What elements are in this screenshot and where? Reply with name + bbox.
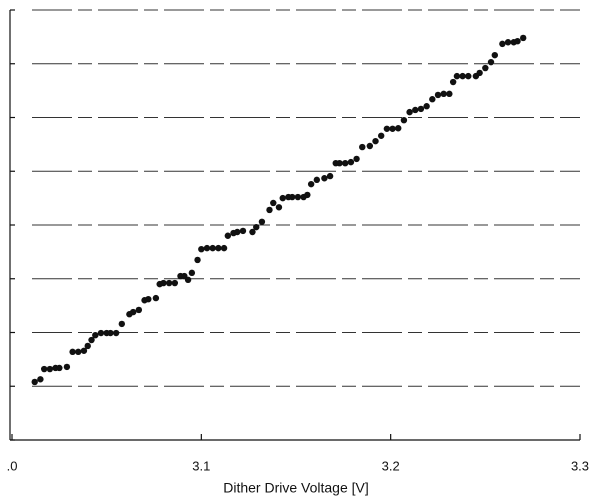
point — [40, 365, 48, 373]
point — [80, 347, 88, 354]
point — [434, 91, 442, 99]
point — [275, 204, 283, 211]
point — [118, 320, 126, 328]
x-tick-label: 3.2 — [382, 458, 400, 473]
point — [459, 72, 466, 80]
point — [307, 180, 315, 188]
point — [347, 158, 355, 166]
point — [514, 37, 521, 45]
point — [504, 39, 512, 46]
point — [453, 72, 461, 80]
point — [491, 51, 498, 59]
point — [75, 348, 82, 356]
point — [440, 90, 447, 98]
point — [165, 279, 173, 287]
point — [258, 218, 266, 225]
point — [406, 108, 413, 116]
point — [279, 194, 286, 202]
point — [135, 306, 143, 314]
point — [198, 245, 205, 253]
point — [400, 116, 408, 124]
point — [171, 279, 179, 287]
point — [249, 228, 256, 236]
point — [294, 193, 302, 201]
point — [152, 294, 160, 302]
point — [46, 365, 54, 373]
point — [194, 256, 201, 264]
point — [476, 69, 483, 77]
point — [499, 40, 506, 48]
point — [412, 106, 419, 114]
point — [366, 142, 374, 150]
point — [449, 78, 457, 86]
point — [313, 176, 321, 184]
point — [88, 336, 95, 344]
point — [63, 363, 71, 371]
point — [239, 227, 247, 235]
x-tick-label: .0 — [7, 458, 18, 473]
point — [423, 103, 430, 110]
point — [326, 172, 334, 180]
point — [266, 206, 273, 214]
point — [224, 232, 232, 239]
point — [304, 191, 311, 199]
point — [31, 378, 38, 386]
x-tick-label: 3.3 — [571, 458, 589, 473]
point — [378, 132, 385, 139]
point — [203, 244, 211, 252]
point — [342, 159, 349, 167]
point — [321, 175, 328, 182]
point — [520, 34, 527, 42]
point — [253, 223, 260, 231]
point — [395, 125, 402, 132]
point — [69, 348, 76, 356]
point — [220, 244, 228, 252]
point — [56, 364, 63, 372]
point — [383, 125, 391, 132]
point — [234, 228, 241, 236]
point — [353, 155, 360, 163]
point — [97, 329, 105, 337]
point — [209, 244, 216, 252]
x-axis-label: Dither Drive Voltage [V] — [223, 480, 369, 496]
point — [145, 295, 152, 303]
point — [107, 329, 114, 337]
point — [37, 376, 44, 383]
point — [465, 72, 472, 80]
x-tick-label: 3.1 — [192, 458, 210, 473]
point — [184, 276, 192, 284]
point — [446, 90, 453, 98]
point — [160, 279, 167, 287]
point — [429, 96, 436, 103]
point — [129, 308, 137, 316]
point — [389, 125, 396, 132]
point — [289, 193, 296, 201]
point — [84, 342, 91, 350]
point — [92, 331, 99, 339]
point — [270, 199, 277, 207]
point — [417, 105, 425, 113]
point — [112, 329, 120, 337]
point — [359, 143, 366, 151]
point — [482, 64, 489, 72]
point — [487, 58, 495, 66]
point — [336, 159, 343, 167]
point — [215, 244, 222, 252]
point — [188, 269, 196, 277]
point — [372, 137, 379, 145]
